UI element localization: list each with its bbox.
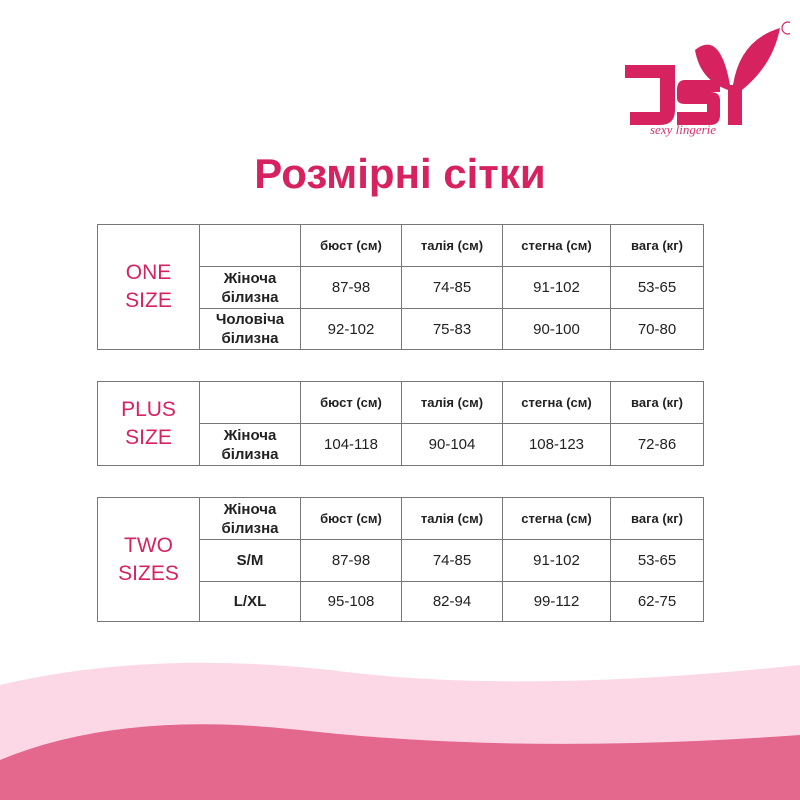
column-header: бюст (см) — [300, 381, 402, 424]
column-header: талія (см) — [401, 497, 503, 540]
page-title: Розмірні сітки — [254, 150, 546, 197]
table-cell: 82-94 — [401, 581, 503, 622]
table-cell: 104-118 — [300, 423, 402, 466]
table-label: TWO SIZES — [97, 497, 200, 622]
table-cell: 91-102 — [502, 266, 611, 309]
table-row: S/M 87-98 74-85 91-102 53-65 — [98, 539, 704, 582]
table-label: PLUS SIZE — [97, 381, 200, 466]
cell-text: білизна — [221, 445, 279, 463]
table-row: L/XL 95-108 82-94 99-112 62-75 — [98, 581, 704, 622]
cell-text: SIZE — [125, 425, 172, 449]
table-cell — [199, 224, 301, 267]
cell-text: білизна — [221, 288, 279, 306]
column-header: талія (см) — [401, 224, 503, 267]
table-row: Жіноча білизна 104-118 90-104 108-123 72-86 — [98, 423, 704, 466]
table-cell: Жіноча білизна — [199, 497, 301, 540]
table-cell: 74-85 — [401, 539, 503, 582]
column-header: стегна (см) — [502, 224, 611, 267]
table-cell: 87-98 — [300, 539, 402, 582]
cell-text: SIZE — [125, 289, 172, 312]
decorative-wave — [0, 662, 800, 800]
table-cell: 91-102 — [502, 539, 611, 582]
table-cell: 92-102 — [300, 308, 402, 350]
cell-text: білизна — [221, 519, 279, 537]
table-cell: L/XL — [199, 581, 301, 622]
table-cell: 90-104 — [401, 423, 503, 466]
table-cell: 90-100 — [502, 308, 611, 350]
column-header: стегна (см) — [502, 497, 611, 540]
cell-text: білизна — [221, 330, 279, 347]
column-header: бюст (см) — [300, 224, 402, 267]
table-cell: S/M — [199, 539, 301, 582]
table-cell: 74-85 — [401, 266, 503, 309]
table-cell: 53-65 — [610, 539, 704, 582]
table-row: Чоловіча білизна 92-102 75-83 90-100 70-80 — [98, 308, 704, 350]
table-cell: 70-80 — [610, 308, 704, 350]
size-table-plus-size: PLUS SIZE бюст (см) талія (см) стегна (см) в… — [97, 381, 704, 466]
cell-text: SIZES — [118, 561, 179, 585]
table-cell: 53-65 — [610, 266, 704, 309]
table-cell: Жіноча білизна — [199, 423, 301, 466]
cell-text: Чоловіча — [215, 311, 285, 328]
column-header: вага (кг) — [610, 381, 704, 424]
cell-text: ONE — [125, 261, 172, 284]
table-label: ONE SIZE — [97, 224, 200, 350]
table-cell: 72-86 — [610, 423, 704, 466]
size-table-one-size: ONE SIZE бюст (см) талія (см) стегна (см) ва… — [97, 224, 704, 350]
size-table-two-sizes: TWO SIZES Жіноча білизна бюст (см) талія (с… — [97, 497, 704, 622]
table-cell — [199, 381, 301, 424]
cell-text: Жіноча — [223, 500, 277, 518]
cell-text: Жіноча — [223, 269, 277, 287]
table-cell: 87-98 — [300, 266, 402, 309]
table-cell: Чоловіча білизна — [199, 308, 301, 350]
cell-text: Жіноча — [223, 426, 277, 444]
column-header: вага (кг) — [610, 224, 704, 267]
column-header: талія (см) — [401, 381, 503, 424]
brand-tagline: sexy lingerie — [650, 122, 717, 137]
table-cell: 99-112 — [502, 581, 611, 622]
brand-logo — [625, 21, 790, 125]
table-cell: 95-108 — [300, 581, 402, 622]
column-header: вага (кг) — [610, 497, 704, 540]
table-cell: Жіноча білизна — [199, 266, 301, 309]
cell-text: PLUS — [121, 397, 176, 421]
table-cell: 62-75 — [610, 581, 704, 622]
cell-text: TWO — [124, 533, 173, 557]
table-cell: 75-83 — [401, 308, 503, 350]
column-header: стегна (см) — [502, 381, 611, 424]
table-cell: 108-123 — [502, 423, 611, 466]
column-header: бюст (см) — [300, 497, 402, 540]
